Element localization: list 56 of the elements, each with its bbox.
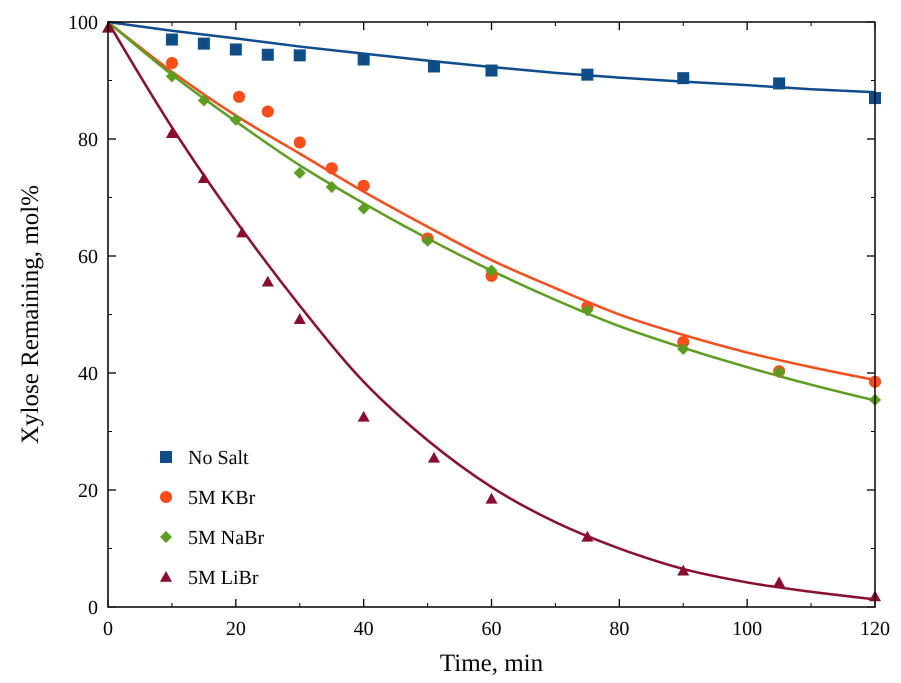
x-tick-label: 40	[354, 618, 374, 640]
point	[166, 56, 178, 69]
y-tick-label: 20	[78, 480, 98, 502]
point	[428, 60, 440, 72]
x-tick-label: 20	[226, 618, 246, 640]
x-tick-label: 100	[732, 618, 762, 640]
point	[166, 34, 178, 46]
point	[581, 68, 594, 81]
y-tick-label: 0	[88, 597, 98, 619]
legend-label: 5M NaBr	[188, 527, 264, 549]
point	[233, 90, 246, 103]
point	[677, 72, 690, 84]
y-tick-label: 100	[68, 12, 98, 34]
point	[262, 276, 274, 287]
point	[486, 264, 498, 277]
point	[486, 492, 498, 504]
point	[198, 94, 210, 106]
point	[358, 180, 370, 192]
point	[581, 530, 594, 542]
legend-label: 5M KBr	[188, 487, 256, 509]
legend-label: 5M LiBr	[188, 567, 259, 589]
y-tick-label: 60	[78, 246, 98, 268]
y-axis-title: Xylose Remaining, mol%	[17, 185, 44, 444]
point	[677, 343, 690, 356]
point	[166, 127, 178, 138]
x-tick-label: 0	[103, 618, 113, 640]
point	[428, 452, 440, 463]
point	[326, 180, 338, 193]
point	[198, 172, 210, 183]
y-tick-label: 40	[78, 363, 98, 385]
y-tick-label: 80	[78, 129, 98, 151]
point	[773, 576, 786, 588]
x-axis-title: Time, min	[440, 650, 544, 677]
point	[262, 48, 274, 61]
point	[262, 106, 274, 118]
point	[294, 313, 306, 324]
point	[166, 70, 178, 82]
point	[230, 43, 242, 56]
x-tick-label: 80	[609, 618, 630, 640]
point	[358, 53, 370, 66]
point	[294, 136, 306, 149]
legend-label: No Salt	[188, 447, 249, 469]
point	[581, 304, 594, 316]
point	[326, 162, 338, 174]
point	[677, 564, 690, 576]
point	[358, 410, 370, 422]
point	[773, 77, 786, 90]
x-tick-label: 60	[482, 618, 502, 640]
point	[198, 38, 210, 50]
point	[294, 49, 306, 62]
x-tick-label: 120	[860, 618, 890, 640]
point	[294, 166, 306, 179]
point	[230, 114, 242, 126]
point	[358, 202, 370, 215]
point	[486, 64, 498, 77]
point	[422, 234, 434, 247]
